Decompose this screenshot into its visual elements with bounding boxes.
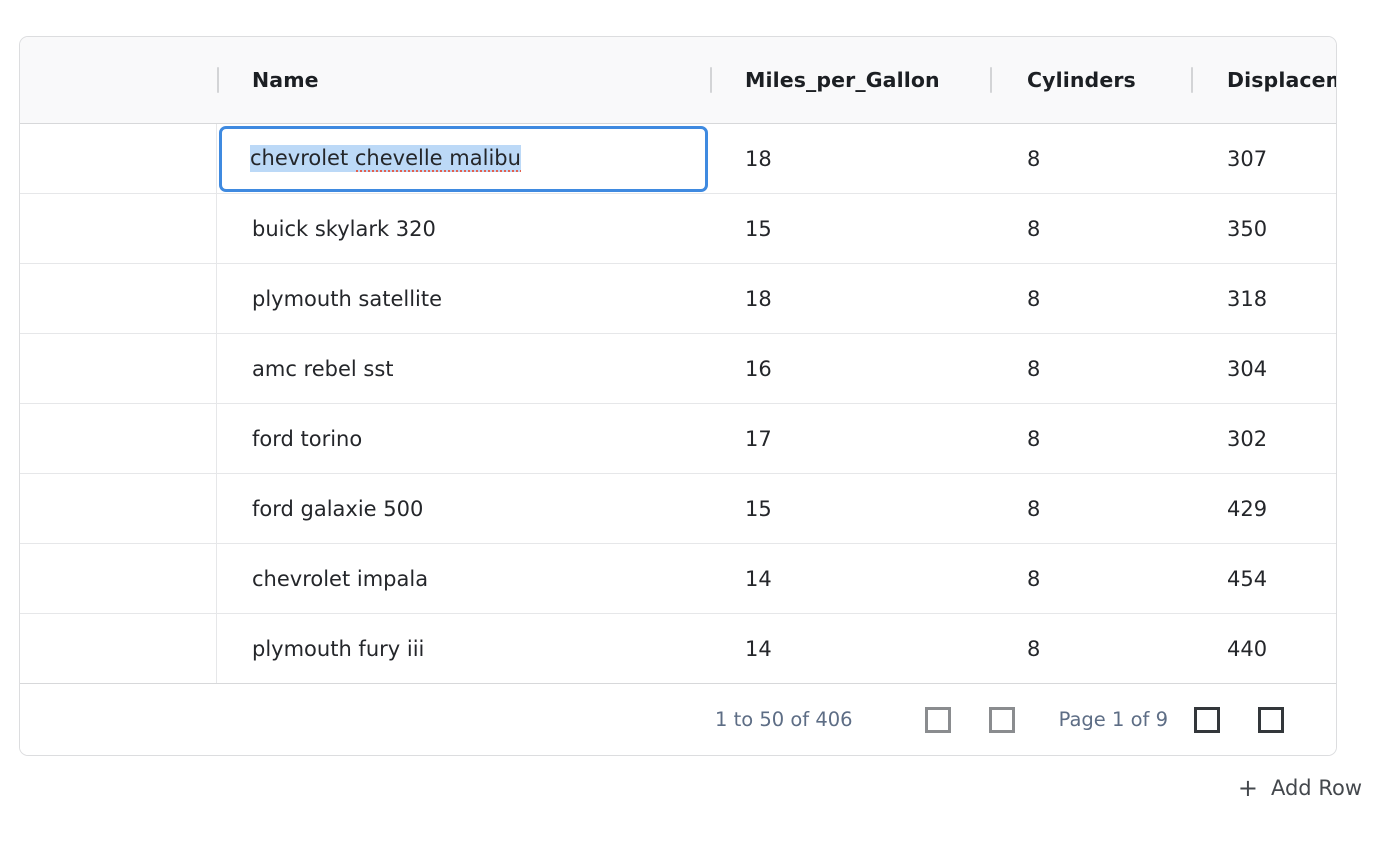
column-resize-handle-name[interactable] [217, 67, 219, 93]
table-row[interactable]: ford galaxie 500 15 8 429 [20, 473, 1336, 544]
row-index-cell[interactable] [20, 613, 217, 684]
add-row-label: Add Row [1270, 776, 1362, 800]
cell-miles-per-gallon[interactable]: 18 [745, 286, 772, 311]
column-header-name[interactable]: Name [217, 37, 710, 123]
cell-miles-per-gallon[interactable]: 15 [745, 496, 772, 521]
table-row[interactable]: amc rebel sst 16 8 304 [20, 333, 1336, 404]
cell-miles-per-gallon[interactable]: 18 [745, 146, 772, 171]
cell-name[interactable]: plymouth fury iii [252, 636, 425, 661]
cell-displacement[interactable]: 440 [1227, 636, 1268, 661]
cell-miles-per-gallon[interactable]: 16 [745, 356, 772, 381]
table-row[interactable]: plymouth satellite 18 8 318 [20, 263, 1336, 334]
last-page-button-icon[interactable] [1258, 706, 1284, 733]
column-resize-handle-cylinders[interactable] [990, 67, 992, 93]
cell-editor-input[interactable]: chevrolet chevelle malibu [219, 125, 708, 192]
table-row[interactable]: chevrolet chevelle malibu 18 8 307 [20, 123, 1336, 194]
column-resize-handle-displacement[interactable] [1191, 67, 1193, 93]
pagination-bar: 1 to 50 of 406 Page 1 of 9 [20, 683, 1336, 755]
cell-cylinders[interactable]: 8 [1027, 356, 1041, 381]
cell-cylinders[interactable]: 8 [1027, 286, 1041, 311]
table-row[interactable]: plymouth fury iii 14 8 440 [20, 613, 1336, 684]
cell-displacement[interactable]: 304 [1227, 356, 1268, 381]
row-index-cell[interactable] [20, 193, 217, 264]
row-index-cell[interactable] [20, 263, 217, 334]
table-row[interactable]: ford torino 17 8 302 [20, 403, 1336, 474]
cell-miles-per-gallon[interactable]: 15 [745, 216, 772, 241]
cell-displacement[interactable]: 318 [1227, 286, 1268, 311]
pagination-page-text: Page 1 of 9 [1058, 708, 1168, 731]
column-resize-handle-miles-per-gallon[interactable] [710, 67, 712, 93]
cell-name[interactable]: ford torino [252, 426, 363, 451]
pagination-range-text: 1 to 50 of 406 [714, 708, 853, 731]
column-header-displacement[interactable]: Displacem [1191, 37, 1337, 123]
cell-miles-per-gallon[interactable]: 17 [745, 426, 772, 451]
row-index-cell[interactable] [20, 333, 217, 404]
cell-editor-text: chevrolet chevelle malibu [250, 145, 521, 173]
previous-page-button-icon[interactable] [988, 706, 1015, 733]
cell-cylinders[interactable]: 8 [1027, 216, 1041, 241]
cell-name[interactable]: chevrolet chevelle malibu [217, 124, 710, 194]
editor-text-plain: chevrolet [250, 146, 355, 171]
cell-name[interactable]: ford galaxie 500 [252, 496, 424, 521]
grid-body: chevrolet chevelle malibu 18 8 307 buick… [20, 123, 1336, 684]
cell-displacement[interactable]: 429 [1227, 496, 1268, 521]
cell-miles-per-gallon[interactable]: 14 [745, 566, 772, 591]
cell-cylinders[interactable]: 8 [1027, 636, 1041, 661]
column-header-cylinders[interactable]: Cylinders [990, 37, 1191, 123]
row-index-cell[interactable] [20, 473, 217, 544]
table-row[interactable]: buick skylark 320 15 8 350 [20, 193, 1336, 264]
editor-text-misspelled: chevelle malibu [354, 146, 521, 173]
cell-cylinders[interactable]: 8 [1027, 496, 1041, 521]
cell-name[interactable]: amc rebel sst [252, 356, 394, 381]
column-header-label-name: Name [252, 68, 319, 92]
column-header-miles-per-gallon[interactable]: Miles_per_Gallon [710, 37, 990, 123]
cell-cylinders[interactable]: 8 [1027, 566, 1041, 591]
row-index-cell[interactable] [20, 403, 217, 474]
cell-cylinders[interactable]: 8 [1027, 426, 1041, 451]
add-row-button[interactable]: + Add Row [1238, 776, 1362, 800]
next-page-button-icon[interactable] [1194, 706, 1220, 733]
cell-miles-per-gallon[interactable]: 14 [745, 636, 772, 661]
cell-name[interactable]: buick skylark 320 [252, 216, 436, 241]
cell-name[interactable]: chevrolet impala [252, 566, 429, 591]
first-page-button-icon[interactable] [924, 706, 951, 733]
cell-displacement[interactable]: 454 [1227, 566, 1268, 591]
table-row[interactable]: chevrolet impala 14 8 454 [20, 543, 1336, 614]
column-header-index[interactable] [20, 37, 217, 123]
column-header-label-miles-per-gallon: Miles_per_Gallon [745, 68, 940, 92]
grid-header-row: Name Miles_per_Gallon Cylinders Displace… [20, 37, 1336, 124]
column-header-label-cylinders: Cylinders [1027, 68, 1136, 92]
cell-displacement[interactable]: 307 [1227, 146, 1268, 171]
cell-name[interactable]: plymouth satellite [252, 286, 443, 311]
cell-displacement[interactable]: 350 [1227, 216, 1268, 241]
column-header-label-displacement: Displacem [1227, 68, 1337, 92]
cell-cylinders[interactable]: 8 [1027, 146, 1041, 171]
plus-icon: + [1237, 774, 1258, 802]
data-grid: Name Miles_per_Gallon Cylinders Displace… [19, 36, 1337, 756]
row-index-cell[interactable] [20, 123, 217, 194]
row-index-cell[interactable] [20, 543, 217, 614]
cell-displacement[interactable]: 302 [1227, 426, 1268, 451]
